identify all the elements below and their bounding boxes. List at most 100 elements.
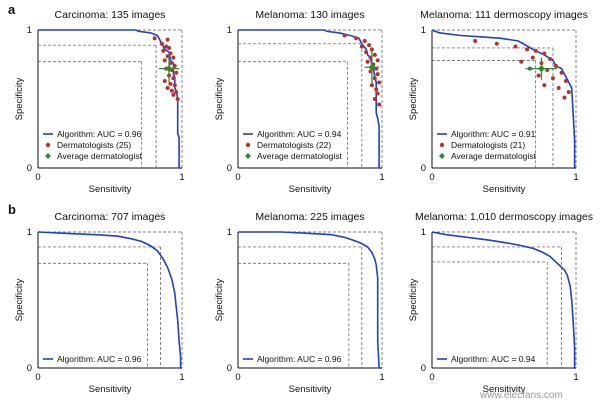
legend: Algorithm: AUC = 0.94 <box>437 354 536 364</box>
y-tick-0: 0 <box>227 163 232 174</box>
dermatologist-point <box>362 39 367 44</box>
dermatologist-point <box>168 51 173 56</box>
chart-title: Melanoma: 1,010 dermoscopy images <box>415 211 593 223</box>
y-tick-1: 1 <box>421 227 426 238</box>
y-tick-1: 1 <box>27 227 32 238</box>
algorithm-roc-curve <box>38 29 182 169</box>
dermatologist-point <box>519 59 524 64</box>
dermatologist-point <box>377 80 382 85</box>
legend-algorithm-label: Algorithm: AUC = 0.96 <box>57 354 142 364</box>
x-tick-0: 0 <box>35 372 40 383</box>
dermatologist-point <box>473 39 478 44</box>
x-axis-label: Sensitivity <box>483 184 526 195</box>
dermatologist-point <box>367 43 372 48</box>
dermatologist-point <box>548 56 553 61</box>
dermatologist-point <box>165 37 170 42</box>
dermatologist-point <box>372 97 377 101</box>
average-dermatologist-marker <box>537 65 545 73</box>
x-tick-1: 1 <box>179 372 184 383</box>
dermatologist-point <box>553 63 558 68</box>
x-tick-1: 1 <box>379 372 384 383</box>
x-axis-label: Sensitivity <box>89 384 132 395</box>
dermatologist-point <box>364 50 369 55</box>
y-tick-1: 1 <box>227 25 232 36</box>
chart-title: Melanoma: 111 dermoscopy images <box>420 9 588 21</box>
legend-average-swatch <box>45 153 51 159</box>
dermatologist-point <box>159 41 164 46</box>
watermark-text: www.elecfans.com <box>479 390 563 401</box>
chart-panel-1: Carcinoma: 135 images 0 1 0 1 Sensitivity Spec… <box>14 9 185 195</box>
chart-title: Carcinoma: 707 images <box>55 211 166 223</box>
dermatologist-point <box>172 63 177 68</box>
dermatologist-point <box>359 44 364 49</box>
x-tick-1: 1 <box>573 172 578 183</box>
y-axis-label: Specificity <box>14 278 25 321</box>
y-axis-label: Specificity <box>408 278 419 321</box>
dermatologist-point <box>542 83 547 88</box>
y-tick-0: 0 <box>27 363 32 374</box>
legend-algorithm-label: Algorithm: AUC = 0.94 <box>451 354 536 364</box>
legend-algorithm-label: Algorithm: AUC = 0.91 <box>451 129 536 139</box>
dermatologist-point <box>375 58 380 63</box>
algorithm-roc-curve <box>37 231 182 369</box>
x-axis-label: Sensitivity <box>483 384 526 395</box>
dermatologist-point <box>171 55 176 60</box>
dermatologist-point <box>342 33 347 38</box>
x-tick-1: 1 <box>179 172 184 183</box>
chart-panel-5: Melanoma: 225 images 0 1 0 1 Sensitivity Speci… <box>214 211 385 395</box>
dermatologist-point <box>365 59 370 64</box>
legend-average-label: Average dermatologist <box>257 151 343 161</box>
algorithm-roc-curve <box>431 231 576 369</box>
dermatologist-point <box>369 83 374 88</box>
x-tick-0: 0 <box>429 372 434 383</box>
dermatologist-point <box>171 76 176 81</box>
legend: Algorithm: AUC = 0.96 <box>243 354 342 364</box>
y-tick-1: 1 <box>27 25 32 36</box>
legend-average-swatch <box>439 153 445 159</box>
dermatologist-point <box>152 36 157 41</box>
x-tick-1: 1 <box>573 372 578 383</box>
average-dermatologist-marker <box>368 63 376 71</box>
x-axis-label: Sensitivity <box>289 384 332 395</box>
dermatologist-point <box>530 55 535 60</box>
legend-average-label: Average dermatologist <box>451 151 537 161</box>
dermatologist-point <box>175 97 180 101</box>
dermatologist-point <box>165 85 170 90</box>
dermatologist-point <box>167 45 172 50</box>
dermatologist-point <box>525 47 530 52</box>
x-axis-label: Sensitivity <box>89 184 132 195</box>
dermatologist-point <box>377 102 382 107</box>
y-axis-label: Specificity <box>214 77 225 120</box>
legend-dermatologist-label: Dermatologists (25) <box>57 140 131 150</box>
y-tick-1: 1 <box>227 227 232 238</box>
legend: Algorithm: AUC = 0.96 <box>43 354 142 364</box>
legend-algorithm-label: Algorithm: AUC = 0.96 <box>57 129 142 139</box>
dermatologist-point <box>172 83 177 88</box>
dermatologist-point <box>372 52 377 57</box>
dermatologist-point <box>559 70 564 75</box>
chart-title: Carcinoma: 135 images <box>55 9 166 21</box>
chart-panel-6: Melanoma: 1,010 dermoscopy images 0 1 0 1 Sen… <box>408 211 593 395</box>
row-label-a: a <box>8 2 16 17</box>
dermatologist-point <box>542 51 547 56</box>
dermatologist-point <box>374 87 379 92</box>
dermatologist-point <box>562 95 567 100</box>
algorithm-roc-curve <box>238 231 382 369</box>
chart-panel-4: Carcinoma: 707 images 0 1 0 1 Sensitivity Spec… <box>14 211 185 395</box>
dermatologist-point <box>162 79 167 84</box>
dermatologist-point <box>372 76 377 81</box>
legend-dermatologist-label: Dermatologists (21) <box>451 140 525 150</box>
y-tick-0: 0 <box>421 363 426 374</box>
legend-dermatologist-swatch <box>439 142 445 148</box>
y-axis-label: Specificity <box>214 278 225 321</box>
row-label-b: b <box>8 202 16 217</box>
dermatologist-point <box>174 90 179 95</box>
dermatologist-point <box>513 44 518 49</box>
chart-title: Melanoma: 225 images <box>255 211 364 223</box>
legend-average-swatch <box>245 153 251 159</box>
dermatologist-point <box>536 73 541 78</box>
y-tick-0: 0 <box>421 163 426 174</box>
